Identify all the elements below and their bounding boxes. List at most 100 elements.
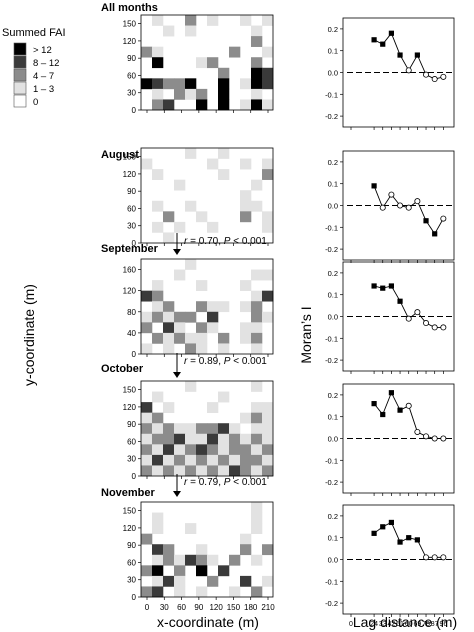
moran-point-significant bbox=[371, 37, 377, 43]
panel-title: August bbox=[101, 149, 139, 161]
heatmap-cell bbox=[152, 465, 164, 477]
heatmap-cell bbox=[240, 575, 252, 587]
heatmap-cell bbox=[262, 290, 274, 302]
heatmap-cell bbox=[240, 301, 252, 313]
heatmap-cell bbox=[251, 25, 263, 37]
heatmap-cell bbox=[251, 57, 263, 69]
r-rest: = 0.70, bbox=[187, 236, 223, 247]
heatmap-cell bbox=[174, 554, 186, 566]
legend-swatch bbox=[13, 81, 27, 95]
moran-point-significant bbox=[397, 539, 403, 545]
heatmap-cell bbox=[262, 412, 274, 424]
heatmap-cell bbox=[262, 454, 274, 466]
heatmap-cell bbox=[196, 280, 208, 291]
moran-y-tick-label: 0.1 bbox=[328, 47, 338, 56]
heatmap-cell bbox=[196, 565, 208, 577]
heatmap-cell bbox=[207, 433, 219, 445]
p-label: P bbox=[224, 477, 231, 488]
heatmap-cell bbox=[207, 15, 219, 26]
heatmap-cell bbox=[240, 412, 252, 424]
panel-title: October bbox=[101, 363, 144, 375]
heatmap-cell bbox=[240, 158, 252, 170]
heatmap-cell bbox=[141, 78, 153, 90]
heatmap-cell bbox=[251, 433, 263, 445]
heatmap-cell bbox=[185, 15, 197, 26]
correlation-text: r = 0.89, P < 0.001 bbox=[184, 356, 267, 367]
heatmap-cell bbox=[262, 423, 274, 435]
heatmap-cell bbox=[152, 391, 164, 403]
moran-y-tick-label: -0.2 bbox=[325, 356, 338, 365]
heatmap-cell bbox=[163, 322, 175, 334]
heatmap-cell bbox=[141, 465, 153, 477]
moran-y-tick-label: -0.1 bbox=[325, 456, 338, 465]
heatmap-cell bbox=[262, 269, 274, 281]
heatmap-cell bbox=[163, 575, 175, 587]
heatmap-cell bbox=[174, 465, 186, 477]
heatmap-cell bbox=[196, 343, 208, 355]
heatmap-cell bbox=[163, 301, 175, 313]
heatmap-cell bbox=[240, 533, 252, 545]
heatmap-cell bbox=[174, 423, 186, 435]
p-rest: < 0.001 bbox=[230, 356, 267, 367]
heatmap-cell bbox=[185, 200, 197, 212]
heatmap-cell bbox=[229, 46, 241, 58]
heatmap-cell bbox=[251, 78, 263, 90]
heatmap-cell bbox=[185, 454, 197, 466]
heatmap-cell bbox=[218, 148, 230, 159]
moran-y-tick-label: -0.1 bbox=[325, 334, 338, 343]
heatmap-cell bbox=[174, 179, 186, 191]
heatmap-cell bbox=[218, 444, 230, 456]
heatmap-cell bbox=[152, 290, 164, 302]
moran-point-nonsignificant bbox=[388, 191, 395, 198]
moran-point-nonsignificant bbox=[431, 76, 438, 83]
heatmap-cell bbox=[218, 454, 230, 466]
heatmap-cell bbox=[251, 179, 263, 191]
moran-point-nonsignificant bbox=[414, 198, 421, 205]
heatmap-cell bbox=[262, 78, 274, 90]
legend-swatch bbox=[13, 94, 27, 108]
heatmap-cell bbox=[163, 465, 175, 477]
heatmap-cell bbox=[152, 99, 164, 111]
heatmap-cell bbox=[262, 169, 274, 180]
moran-y-tick-label: 0.1 bbox=[328, 534, 338, 543]
heatmap-cell bbox=[218, 78, 230, 90]
heatmap-cell bbox=[251, 423, 263, 435]
moran-x-tick-label: 24 bbox=[370, 621, 378, 628]
heatmap-cell bbox=[152, 523, 164, 534]
heatmap-cell bbox=[185, 381, 197, 392]
heatmap-cell bbox=[141, 586, 153, 598]
heatmap-cell bbox=[240, 99, 252, 111]
heatmap-cell bbox=[196, 454, 208, 466]
heatmap-cell bbox=[141, 533, 153, 545]
heatmap-y-tick-label: 60 bbox=[127, 558, 136, 567]
heatmap-cell bbox=[163, 423, 175, 435]
heatmap-cell bbox=[185, 433, 197, 445]
heatmap-cell bbox=[152, 412, 164, 424]
moran-panel: 0.2 0.1 0.0 -0.1 -0.2 0 24 33 42 51 60 69 78 87 96 bbox=[325, 504, 455, 628]
heatmap-cell bbox=[185, 523, 197, 534]
heatmap-cell bbox=[152, 454, 164, 466]
heatmap-cell bbox=[141, 565, 153, 577]
heatmap-cell bbox=[152, 169, 164, 180]
heatmap-cell bbox=[251, 523, 263, 534]
moran-y-tick-label: -0.1 bbox=[325, 90, 338, 99]
legend-swatch bbox=[13, 42, 27, 56]
heatmap-cell bbox=[152, 46, 164, 58]
moran-point-significant bbox=[380, 411, 386, 418]
moran-point-nonsignificant bbox=[440, 73, 447, 80]
heatmap-cell bbox=[141, 311, 153, 323]
heatmap-cell bbox=[218, 169, 230, 180]
moran-y-tick-label: 0.2 bbox=[328, 25, 338, 34]
moran-point-significant bbox=[414, 537, 420, 543]
heatmap-y-tick-label: 0 bbox=[132, 472, 137, 481]
moran-point-significant bbox=[388, 30, 394, 36]
heatmap-y-tick-label: 90 bbox=[127, 54, 136, 63]
heatmap-y-tick-label: 30 bbox=[127, 455, 136, 464]
moran-point-nonsignificant bbox=[379, 204, 386, 211]
arrow-head bbox=[173, 491, 181, 497]
heatmap-cell bbox=[152, 301, 164, 313]
heatmap-cell bbox=[152, 444, 164, 456]
moran-x-tick-label: 42 bbox=[388, 621, 396, 628]
heatmap-cell bbox=[262, 402, 274, 413]
heatmap-panel: All months 0 30 60 90 120 150 bbox=[101, 2, 274, 115]
